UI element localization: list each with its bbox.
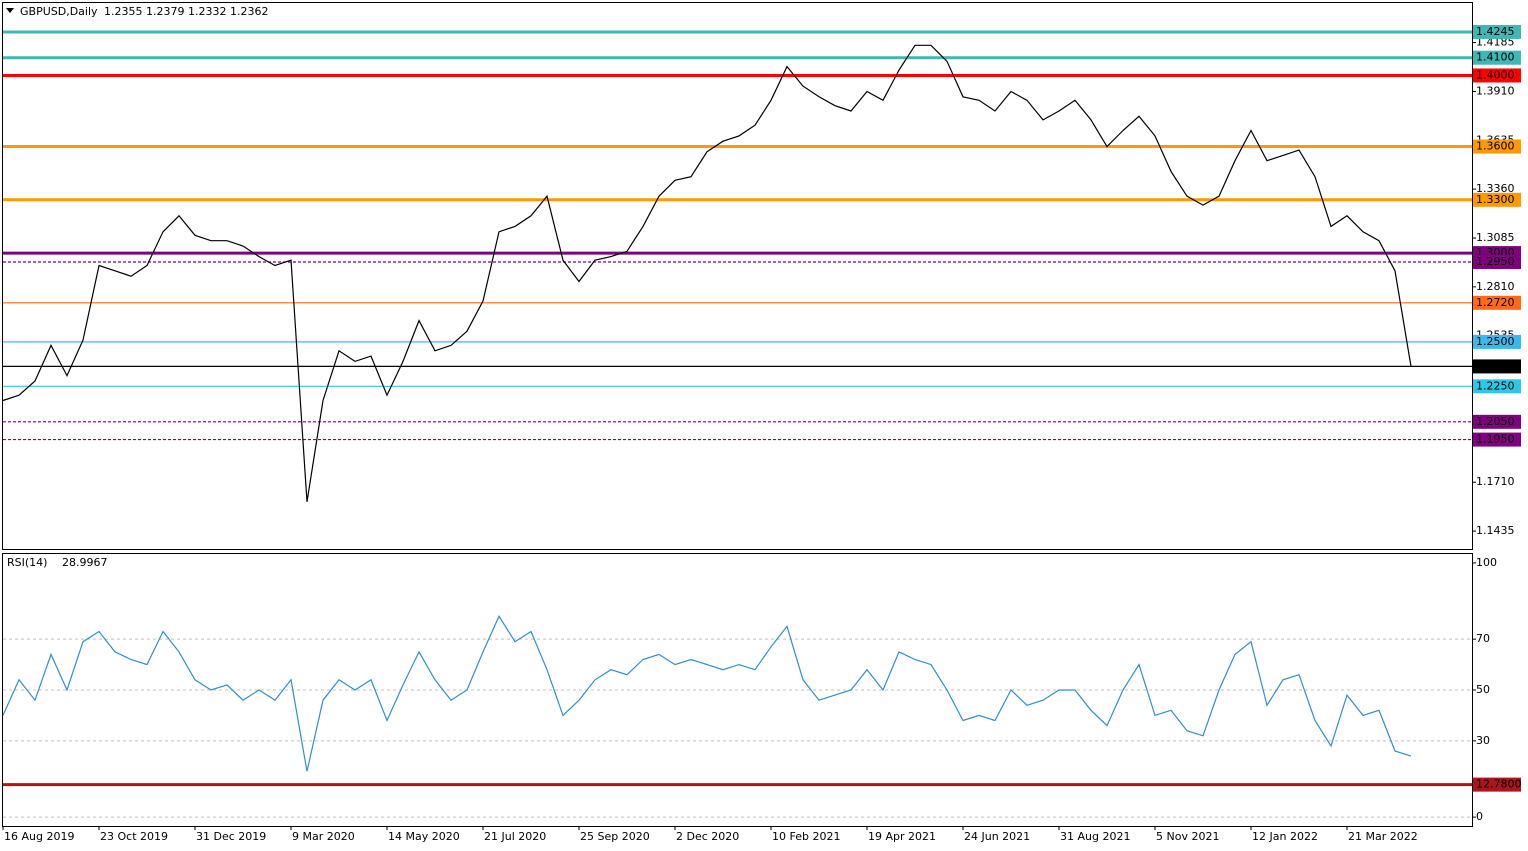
ohlc-value: 1.2332: [188, 5, 227, 18]
level-label: 1.2500: [1476, 335, 1515, 348]
level-label-box: [1473, 192, 1521, 207]
x-tick-label: 16 Aug 2019: [4, 830, 74, 843]
level-label-box: [1473, 254, 1521, 269]
y-tick-label: 1.1710: [1476, 475, 1515, 488]
level-label-box: [1473, 139, 1521, 154]
level-label: 1.4000: [1476, 68, 1515, 81]
level-label-box: [1473, 414, 1521, 429]
y-tick-label: 1.3085: [1476, 231, 1515, 244]
y-tick-label: 30: [1476, 734, 1490, 747]
price-line: [2, 615, 1412, 772]
menu-arrow[interactable]: [6, 8, 14, 13]
level-label: 1.4100: [1476, 51, 1515, 64]
x-tick-label: 21 Jul 2020: [484, 830, 546, 843]
ohlc-value: 1.2362: [230, 5, 269, 18]
level-label-box: [1473, 432, 1521, 447]
ohlc-value: 1.2379: [146, 5, 185, 18]
level-label-box: [1473, 379, 1521, 394]
y-tick-label: 50: [1476, 683, 1490, 696]
level-label: 12.7800: [1476, 778, 1522, 791]
y-tick-label: 0: [1476, 810, 1483, 823]
price-line: [2, 44, 1412, 502]
level-label: 1.2950: [1476, 255, 1515, 268]
y-tick-label: 1.3910: [1476, 84, 1515, 97]
symbol-title: GBPUSD,Daily: [20, 5, 98, 18]
level-label: 1.1950: [1476, 433, 1515, 446]
x-tick-label: 5 Nov 2021: [1156, 830, 1219, 843]
x-tick-label: 10 Feb 2021: [772, 830, 840, 843]
level-label: 1.4245: [1476, 25, 1515, 38]
level-label-box: [1473, 50, 1521, 65]
level-label: 1.2250: [1476, 379, 1515, 392]
rsi-title: RSI(14): [7, 556, 47, 569]
ohlc-value: 1.2355: [104, 5, 143, 18]
level-label-box: [1473, 68, 1521, 83]
x-tick-label: 2 Dec 2020: [676, 830, 739, 843]
x-tick-label: 25 Sep 2020: [580, 830, 650, 843]
x-tick-label: 23 Oct 2019: [100, 830, 168, 843]
x-tick-label: 24 Jun 2021: [964, 830, 1030, 843]
x-tick-label: 31 Aug 2021: [1060, 830, 1130, 843]
x-tick-label: 21 Mar 2022: [1348, 830, 1418, 843]
level-label: 1.2362: [1476, 359, 1515, 372]
y-tick-label: 100: [1476, 556, 1497, 569]
x-tick-label: 31 Dec 2019: [196, 830, 266, 843]
x-tick-label: 9 Mar 2020: [292, 830, 355, 843]
x-tick-label: 14 May 2020: [388, 830, 460, 843]
level-label-box: [1473, 295, 1521, 310]
level-label-box: [1473, 777, 1521, 792]
price-panel: [2, 2, 1473, 550]
x-tick-label: 19 Apr 2021: [868, 830, 936, 843]
level-label: 1.2720: [1476, 296, 1515, 309]
level-label: 1.2050: [1476, 415, 1515, 428]
level-label: 1.3300: [1476, 193, 1515, 206]
y-tick-label: 1.3360: [1476, 182, 1515, 195]
level-label-box: [1473, 334, 1521, 349]
level-label-box: [1473, 24, 1521, 39]
level-label-box: [1473, 359, 1521, 374]
y-tick-label: 1.2810: [1476, 280, 1515, 293]
rsi-last-value: 28.9967: [62, 556, 108, 569]
y-tick-label: 70: [1476, 632, 1490, 645]
y-tick-label: 1.1435: [1476, 524, 1515, 537]
x-tick-label: 12 Jan 2022: [1252, 830, 1318, 843]
level-label: 1.3600: [1476, 140, 1515, 153]
